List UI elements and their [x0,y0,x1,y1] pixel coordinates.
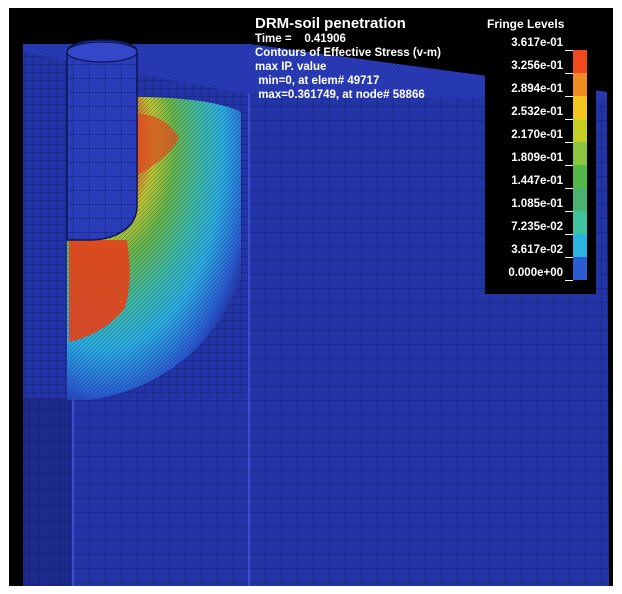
legend-level-10: 0.000e+00 [508,267,563,279]
legend-swatch-1 [573,73,587,96]
soil-block-step [23,398,249,586]
legend-tick-3 [565,119,573,120]
legend-level-8: 7.235e-02 [511,221,563,233]
legend-swatch-5 [573,165,587,188]
legend-tick-7 [565,211,573,212]
legend-tick-10 [565,280,573,281]
legend-level-5: 1.809e-01 [511,152,563,164]
legend-swatch-6 [573,188,587,211]
legend-tick-0 [565,50,573,51]
fringe-legend: 3.617e-01 3.256e-01 2.894e-01 2.532e-01 2.17… [485,37,596,294]
legend-tick-9 [565,257,573,258]
info-block: DRM-soil penetration Time = 0.41906 Cont… [255,15,441,102]
legend-level-7: 1.085e-01 [511,198,563,210]
legend-swatch-3 [573,119,587,142]
plot-title: DRM-soil penetration [255,15,406,32]
legend-swatch-4 [573,142,587,165]
legend-level-6: 1.447e-01 [511,175,563,187]
legend-level-0: 3.617e-01 [511,37,563,49]
legend-level-2: 2.894e-01 [511,83,563,95]
legend-tick-8 [565,234,573,235]
legend-swatch-0 [573,50,587,73]
mesh-scene [23,39,609,586]
legend-tick-1 [565,73,573,74]
legend-title: Fringe Levels [487,17,565,31]
legend-tick-4 [565,142,573,143]
legend-swatch-8 [573,234,587,257]
fem-viewport[interactable]: DRM-soil penetration Time = 0.41906 Cont… [9,8,613,586]
penetrator-cylinder [66,39,138,241]
legend-level-4: 2.170e-01 [511,129,563,141]
value-mode: max IP. value [255,61,327,73]
legend-swatch-2 [573,96,587,119]
legend-tick-5 [565,165,573,166]
contour-type: Contours of Effective Stress (v-m) [255,47,441,59]
legend-level-9: 3.617e-02 [511,244,563,256]
max-readout: max=0.361749, at node# 58866 [255,89,425,101]
legend-level-1: 3.256e-01 [511,60,563,72]
min-readout: min=0, at elem# 49717 [255,75,380,87]
legend-tick-2 [565,96,573,97]
legend-swatch-9 [573,257,587,280]
legend-swatch-7 [573,211,587,234]
time-readout: Time = 0.41906 [255,33,346,45]
legend-level-3: 2.532e-01 [511,106,563,118]
soil-block-top [23,44,607,100]
legend-tick-6 [565,188,573,189]
